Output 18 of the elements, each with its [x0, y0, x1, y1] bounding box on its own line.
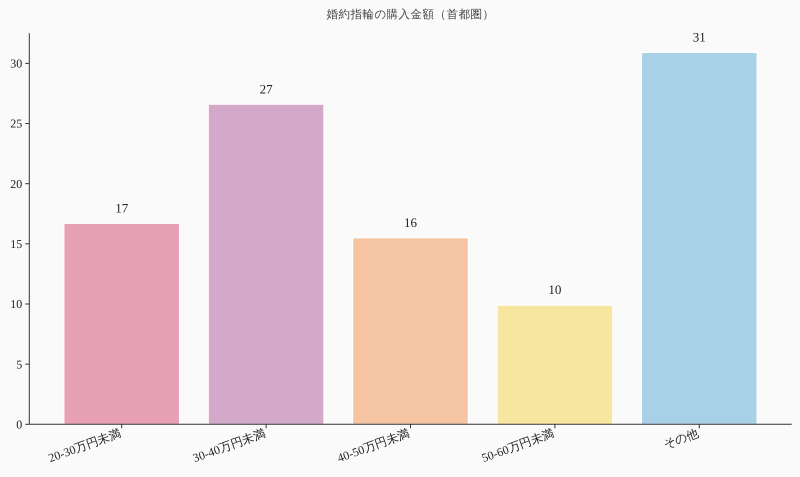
- y-tick-label: 20: [10, 176, 22, 191]
- y-tick-label: 5: [16, 357, 22, 372]
- data-label: 17: [115, 200, 129, 216]
- y-tick-label: 25: [10, 116, 22, 131]
- data-label: 16: [404, 214, 418, 230]
- y-tick-label: 15: [10, 237, 22, 252]
- data-label: 10: [548, 282, 562, 298]
- y-tick-label: 10: [10, 297, 22, 312]
- x-tick-label: 50-60万円未満: [480, 426, 556, 466]
- data-label: 31: [692, 30, 706, 45]
- x-tick-label: 20-30万円未満: [46, 426, 123, 466]
- y-tick-label: 0: [16, 418, 22, 432]
- data-label: 27: [260, 81, 274, 96]
- y-tick-label: 30: [10, 56, 22, 71]
- x-tick-label: その他: [662, 426, 700, 452]
- x-tick-label: 30-40万円未満: [190, 426, 268, 466]
- x-tick-label: 40-50万円未満: [335, 426, 412, 466]
- chart-title: 婚約指輪の購入金額（首都圏）: [326, 7, 494, 21]
